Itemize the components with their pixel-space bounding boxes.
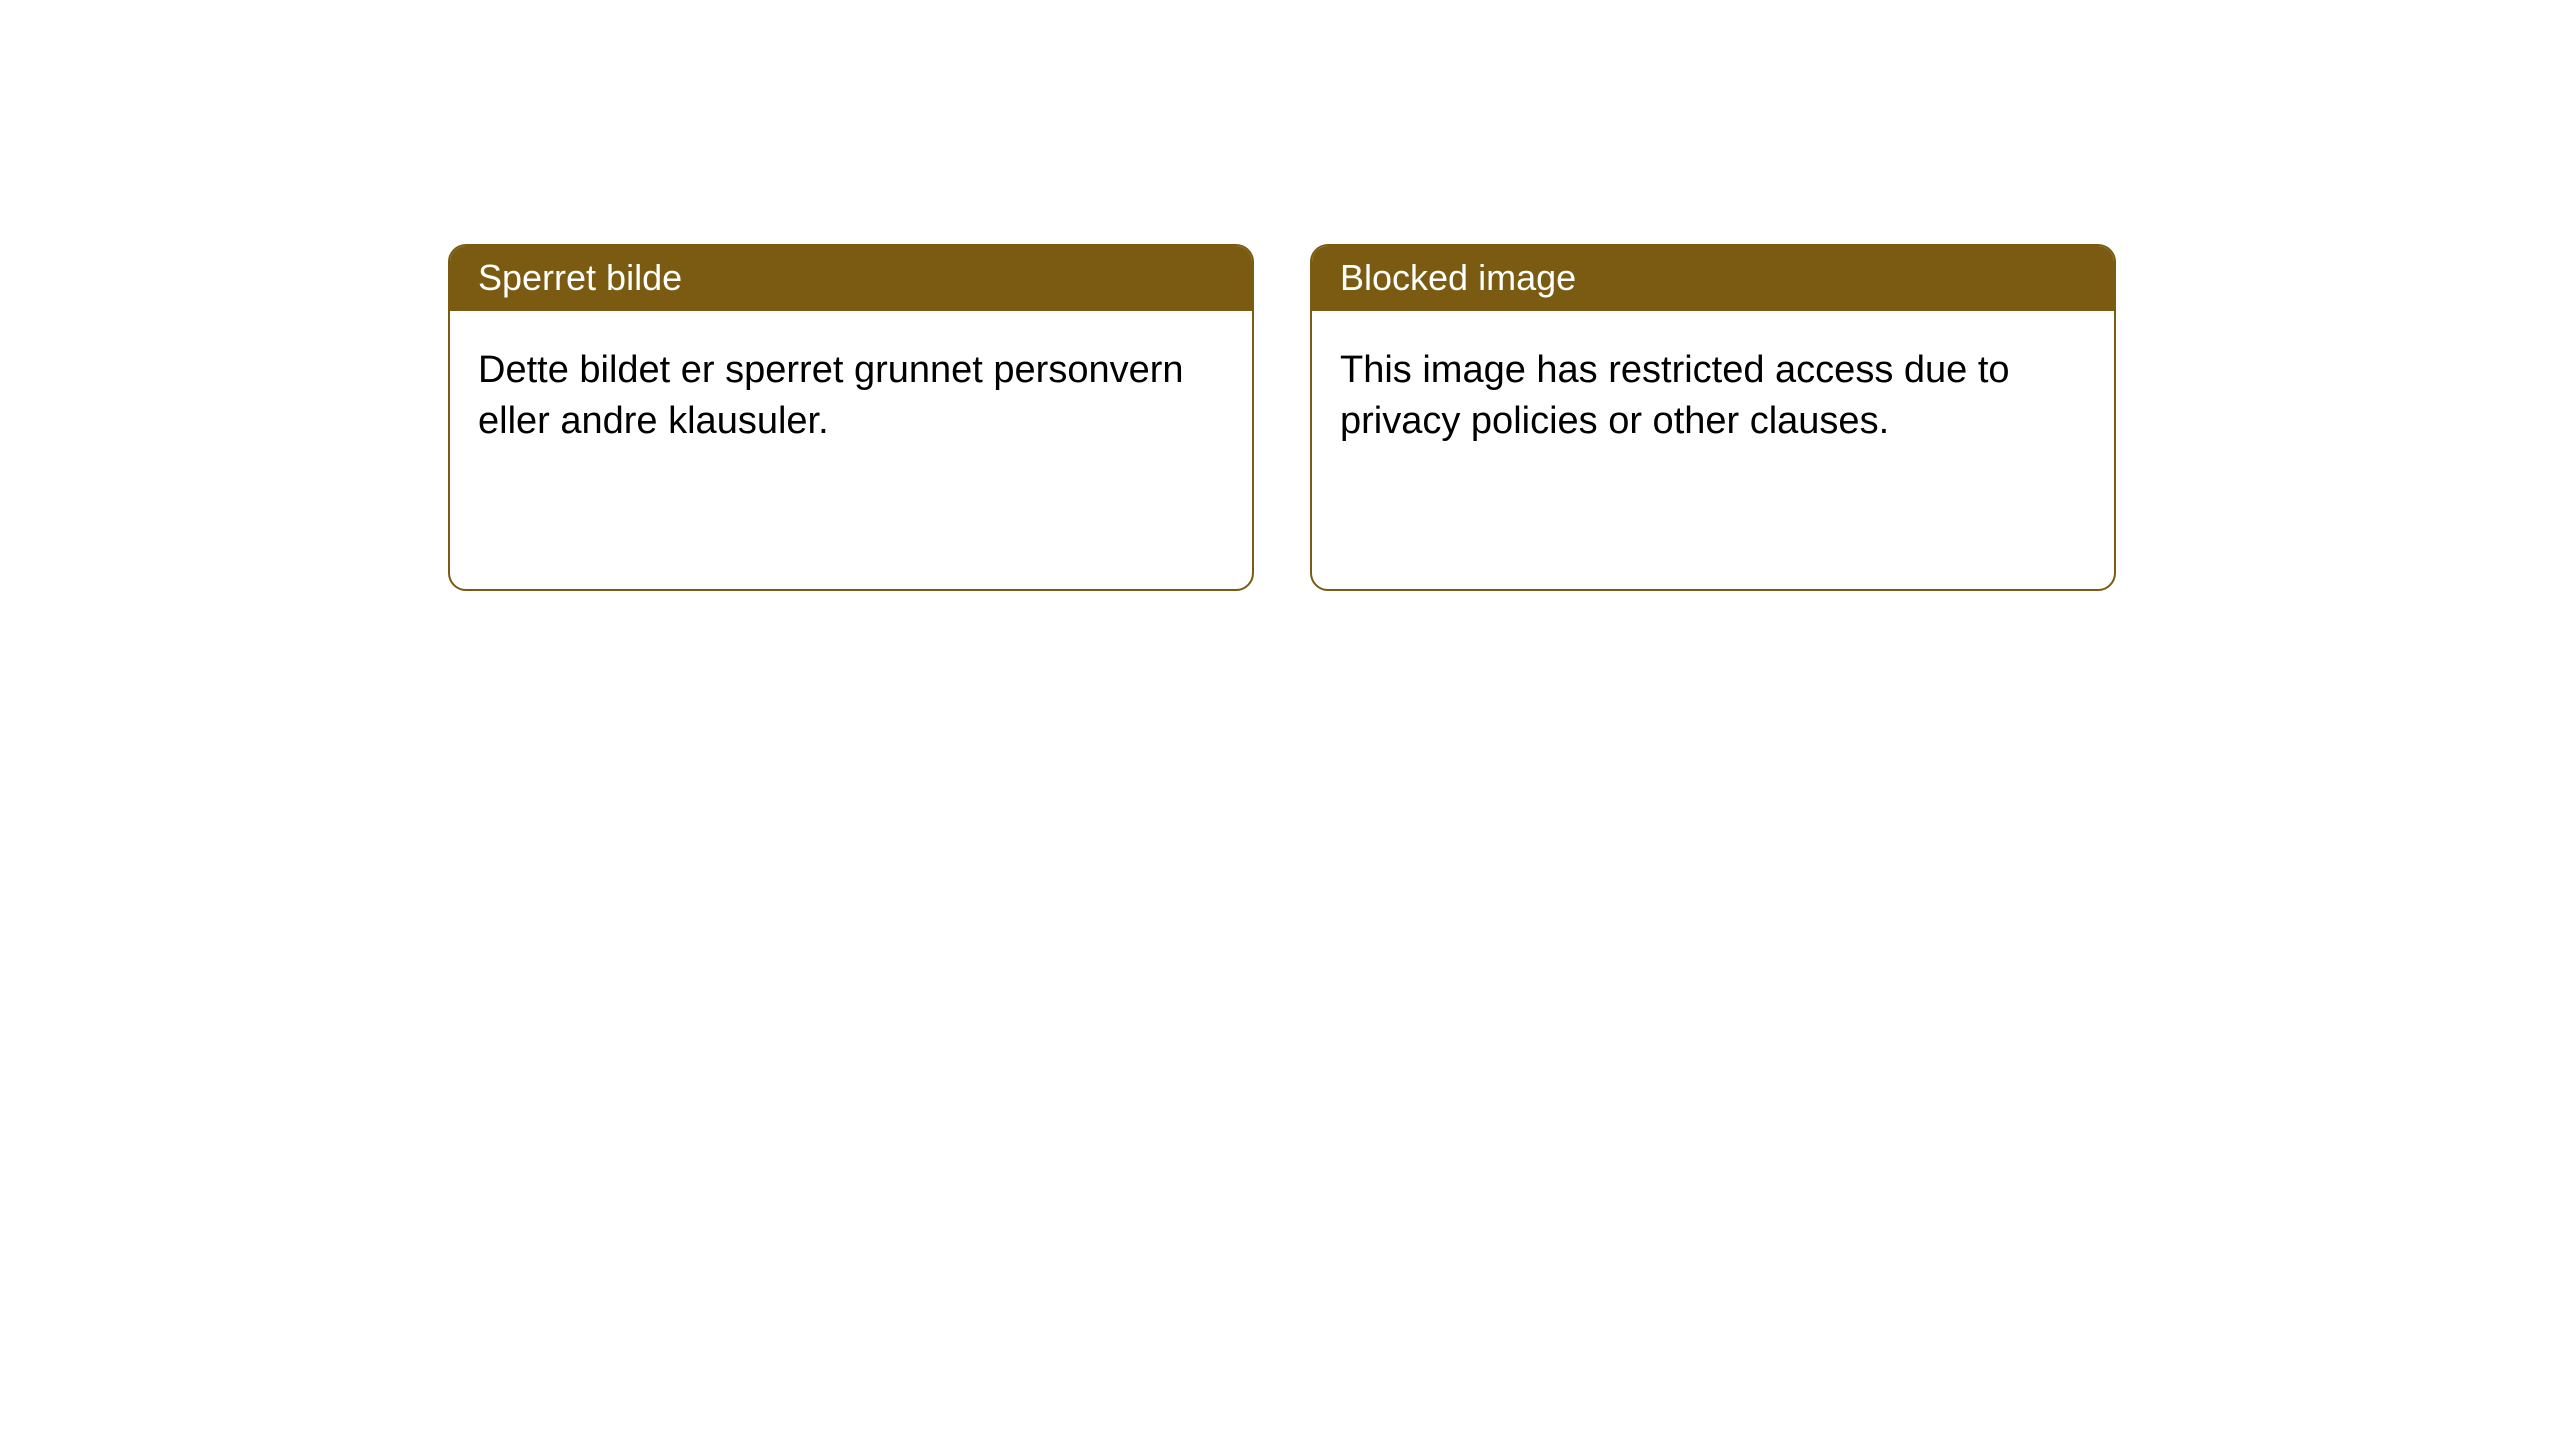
notice-body: Dette bildet er sperret grunnet personve… xyxy=(450,311,1252,589)
notice-card-norwegian: Sperret bilde Dette bildet er sperret gr… xyxy=(448,244,1254,591)
notice-body: This image has restricted access due to … xyxy=(1312,311,2114,589)
notice-card-english: Blocked image This image has restricted … xyxy=(1310,244,2116,591)
notice-title: Sperret bilde xyxy=(450,246,1252,311)
notice-container: Sperret bilde Dette bildet er sperret gr… xyxy=(0,0,2560,591)
notice-title: Blocked image xyxy=(1312,246,2114,311)
